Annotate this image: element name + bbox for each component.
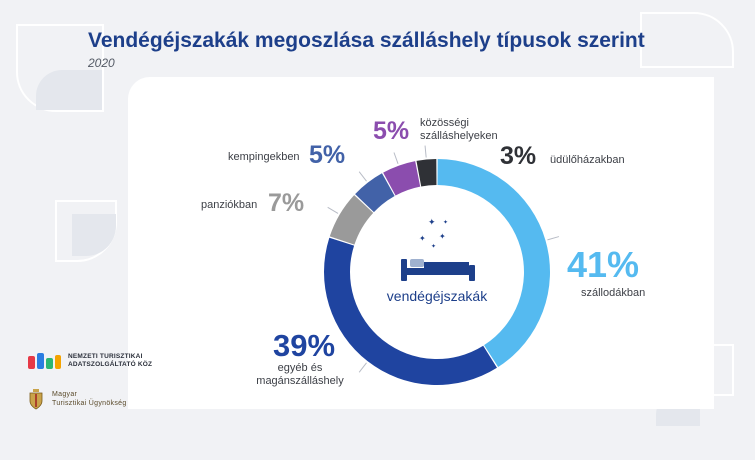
mtu-logo-line2: Turisztikai Ügynökség: [52, 400, 127, 407]
leader-line-kempingekben: [358, 171, 367, 182]
value-label-egyeb: 39%: [273, 328, 335, 363]
coat-of-arms-icon: [29, 389, 43, 410]
category-label-egyeb-line2: magánszálláshely: [256, 375, 344, 387]
bed-with-stars-icon: ✦ ✦ ✦ ✦ ✦: [401, 217, 475, 281]
mtu-logo-line1: Magyar: [52, 391, 78, 398]
leader-line-panziokban: [327, 206, 339, 214]
value-label-szallodakban: 41%: [567, 244, 639, 285]
leader-line-szallodakban: [547, 236, 560, 241]
chart-panel: [128, 77, 714, 409]
category-label-panziokban: panziókban: [201, 199, 257, 211]
category-label-egyeb-line1: egyéb és: [278, 362, 323, 374]
svg-text:✦: ✦: [431, 243, 436, 250]
ntak-logo: NEMZETI TURISZTIKAI ADATSZOLGÁLTATÓ KÖZ: [28, 352, 152, 370]
svg-text:✦: ✦: [419, 234, 426, 243]
ntak-logo-line1: NEMZETI TURISZTIKAI: [68, 353, 143, 360]
donut-slice-kempingekben: [355, 173, 395, 213]
donut-slice-egyeb: [324, 237, 497, 386]
center-label: vendégéjszakák: [387, 288, 488, 304]
leader-line-udulohazakban: [424, 145, 427, 158]
leader-line-kozossegi: [393, 152, 399, 164]
footer-logos: NEMZETI TURISZTIKAI ADATSZOLGÁLTATÓ KÖZ …: [28, 352, 152, 410]
donut-slice-panziokban: [329, 195, 374, 245]
value-label-panziokban: 7%: [268, 189, 304, 217]
svg-text:✦: ✦: [428, 217, 436, 227]
decor-shape: [16, 24, 104, 112]
value-label-udulohazakban: 3%: [500, 142, 536, 170]
donut-slice-szallodakban: [437, 159, 550, 368]
donut-slice-udulohazakban: [416, 159, 437, 187]
decor-shape: [36, 70, 102, 110]
page-title: Vendégéjszakák megoszlása szálláshely tí…: [88, 29, 645, 52]
value-label-kozossegi: 5%: [373, 117, 409, 145]
leader-lines: [327, 145, 560, 373]
category-label-udulohazakban: üdülőházakban: [550, 154, 625, 166]
svg-text:✦: ✦: [439, 232, 446, 241]
category-label-szallodakban: szállodákban: [581, 287, 645, 299]
category-label-kozossegi-line2: szálláshelyeken: [420, 130, 498, 142]
mtu-logo: Magyar Turisztikai Ügynökség: [28, 388, 152, 410]
donut-slice-kozossegi: [383, 161, 421, 196]
donut-arcs: [324, 159, 550, 386]
category-label-kempingekben: kempingekben: [228, 151, 300, 163]
page-subtitle: 2020: [88, 56, 115, 70]
value-label-kempingekben: 5%: [309, 141, 345, 169]
ntak-logo-line2: ADATSZOLGÁLTATÓ KÖZ: [68, 361, 153, 368]
svg-text:✦: ✦: [443, 219, 448, 226]
ntak-logo-icon: [28, 353, 61, 369]
category-label-kozossegi-line1: közösségi: [420, 117, 469, 129]
leader-line-egyeb: [358, 362, 367, 373]
